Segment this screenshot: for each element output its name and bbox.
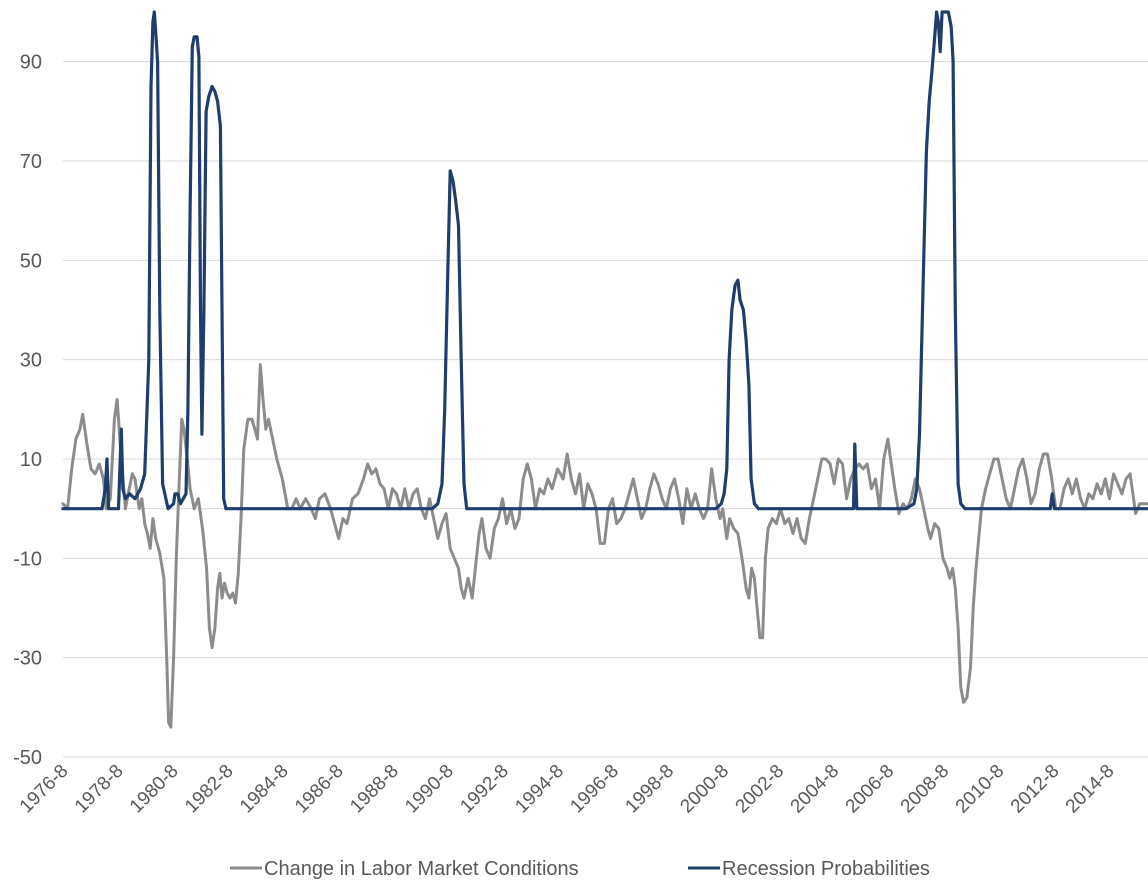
x-tick-label: 1984-8 bbox=[236, 761, 293, 818]
x-axis-tick-labels: 1976-81978-81980-81982-81984-81986-81988… bbox=[16, 761, 1119, 818]
series-line-labor-market-conditions bbox=[61, 363, 1148, 729]
x-tick-label: 1988-8 bbox=[346, 761, 403, 818]
x-tick-label: 1986-8 bbox=[291, 761, 348, 818]
y-tick-label: 70 bbox=[20, 151, 42, 173]
gridlines bbox=[63, 61, 1148, 758]
y-axis-tick-labels: -50 -30 -10 10 30 50 70 90 bbox=[13, 52, 42, 769]
y-tick-label: 50 bbox=[20, 250, 42, 272]
y-tick-label: 30 bbox=[20, 350, 42, 372]
x-tick-label: 1990-8 bbox=[401, 761, 458, 818]
x-tick-label: 1994-8 bbox=[511, 761, 568, 818]
legend-label: Change in Labor Market Conditions bbox=[264, 858, 579, 880]
x-tick-label: 2002-8 bbox=[732, 761, 789, 818]
x-tick-label: 1996-8 bbox=[566, 761, 623, 818]
x-tick-label: 1982-8 bbox=[181, 761, 238, 818]
x-tick-label: 1976-8 bbox=[16, 761, 73, 818]
legend: Change in Labor Market Conditions Recessi… bbox=[230, 858, 930, 880]
x-tick-label: 2014-8 bbox=[1062, 761, 1119, 818]
x-tick-label: 1978-8 bbox=[71, 761, 128, 818]
x-tick-label: 1980-8 bbox=[126, 761, 183, 818]
x-tick-label: 2012-8 bbox=[1007, 761, 1064, 818]
x-tick-label: 2006-8 bbox=[842, 761, 899, 818]
legend-label: Recession Probabilities bbox=[722, 858, 930, 880]
y-tick-label: -50 bbox=[13, 747, 42, 769]
series-lines bbox=[61, 10, 1148, 729]
x-tick-label: 1998-8 bbox=[621, 761, 678, 818]
x-tick-label: 1992-8 bbox=[456, 761, 513, 818]
y-tick-label: -10 bbox=[13, 548, 42, 570]
x-tick-label: 2008-8 bbox=[897, 761, 954, 818]
y-tick-label: 90 bbox=[20, 52, 42, 74]
x-tick-label: 2000-8 bbox=[676, 761, 733, 818]
y-tick-label: -30 bbox=[13, 648, 42, 670]
x-tick-label: 2010-8 bbox=[952, 761, 1009, 818]
x-tick-label: 2004-8 bbox=[787, 761, 844, 818]
series-line-recession-probabilities bbox=[61, 10, 1148, 511]
y-tick-label: 10 bbox=[20, 449, 42, 471]
